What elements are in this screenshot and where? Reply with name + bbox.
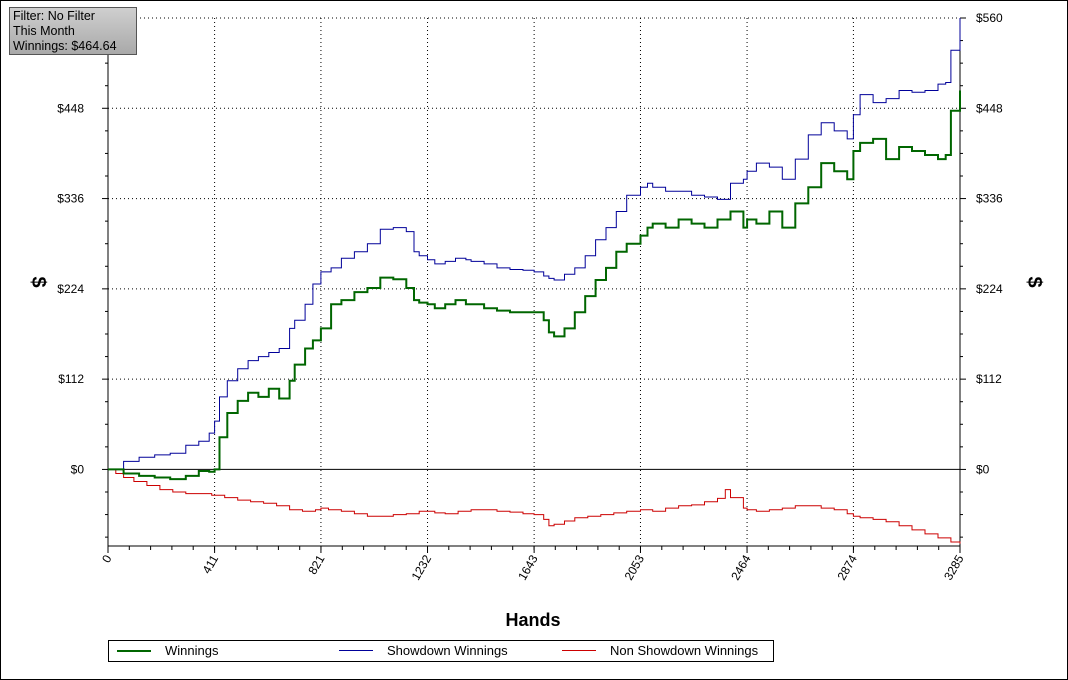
- y-tick-label-right: $224: [976, 282, 1003, 296]
- y-tick-label-left: $0: [71, 462, 85, 476]
- y-tick-label-left: $336: [57, 192, 84, 206]
- period-label: This Month: [13, 24, 75, 38]
- y-tick-label-left: $112: [58, 372, 84, 386]
- legend-swatch-showdown: [339, 650, 373, 651]
- y-tick-label-right: $448: [976, 101, 1003, 115]
- y-tick-label-right: $0: [976, 462, 990, 476]
- y-axis-label-right: $: [1023, 276, 1045, 287]
- legend-swatch-winnings: [117, 650, 151, 652]
- filter-label: Filter: No Filter: [13, 9, 95, 23]
- y-tick-label-right: $560: [976, 11, 1003, 25]
- chart-labels: Hands $ $: [27, 276, 1045, 630]
- legend-label-winnings: Winnings: [165, 643, 219, 658]
- series-line-winnings: [108, 90, 961, 481]
- y-tick-label-right: $336: [976, 192, 1003, 206]
- chart-series: [108, 18, 961, 544]
- y-tick-label-left: $224: [57, 282, 84, 296]
- y-tick-label-right: $112: [976, 372, 1002, 386]
- chart-grid: [108, 17, 960, 546]
- legend-label-non-showdown: Non Showdown Winnings: [610, 643, 759, 658]
- chart-legend: Winnings Showdown Winnings Non Showdown …: [108, 640, 774, 662]
- y-axis-label-left: $: [27, 276, 49, 287]
- winnings-total-label: Winnings: $464.64: [13, 39, 117, 53]
- x-axis-label: Hands: [505, 610, 560, 630]
- legend-label-showdown: Showdown Winnings: [387, 643, 508, 658]
- series-line-non-showdown-winnings: [108, 468, 961, 544]
- filter-info-box: Filter: No Filter This Month Winnings: $…: [9, 7, 137, 55]
- y-tick-label-left: $448: [57, 101, 84, 115]
- series-line-showdown-winnings: [108, 18, 961, 470]
- legend-swatch-non-showdown: [562, 650, 596, 651]
